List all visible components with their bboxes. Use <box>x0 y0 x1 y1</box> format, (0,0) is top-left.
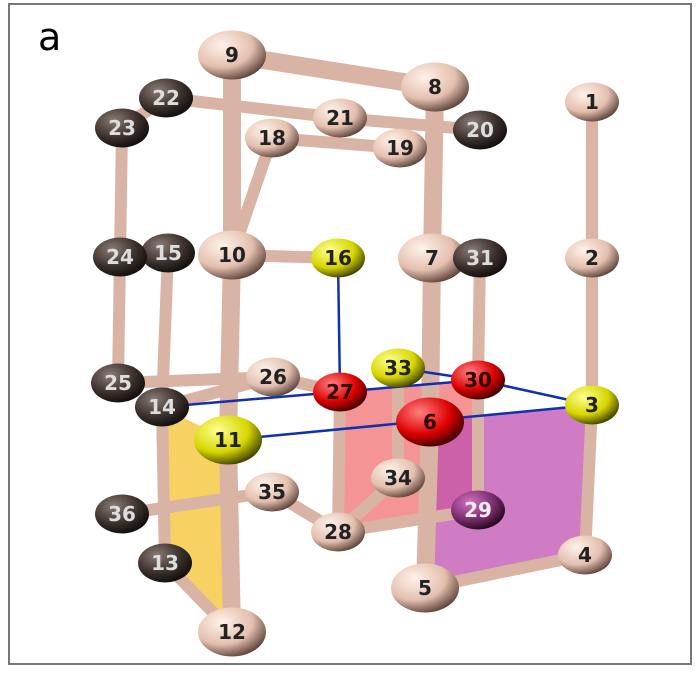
bond <box>114 122 128 263</box>
node <box>313 372 367 412</box>
node-label: 29 <box>464 498 492 522</box>
node <box>565 82 619 122</box>
node-label: 33 <box>384 356 412 380</box>
node-label: 6 <box>423 410 437 434</box>
node <box>198 30 266 80</box>
node <box>95 108 149 148</box>
magenta-face <box>425 405 592 588</box>
node-label: 23 <box>108 116 136 140</box>
node-label: 31 <box>466 246 494 270</box>
node-label: 10 <box>218 243 246 267</box>
node-label: 22 <box>152 86 180 110</box>
node <box>311 512 365 552</box>
node <box>141 233 195 273</box>
node-label: 19 <box>386 136 414 160</box>
node-label: 3 <box>585 393 599 417</box>
node <box>371 458 425 498</box>
node <box>371 348 425 388</box>
node <box>198 230 266 280</box>
node <box>451 490 505 530</box>
node-label: 9 <box>225 43 239 67</box>
node-label: 30 <box>464 368 492 392</box>
bond <box>421 249 441 431</box>
node <box>565 385 619 425</box>
node-label: 36 <box>108 502 136 526</box>
bond <box>219 431 241 641</box>
node-label: 35 <box>258 480 286 504</box>
node-label: 25 <box>104 371 132 395</box>
node-label: 7 <box>425 246 439 270</box>
bond <box>423 78 444 267</box>
node-label: 12 <box>218 620 246 644</box>
node <box>91 363 145 403</box>
bond <box>472 252 486 386</box>
node <box>198 607 266 657</box>
node <box>245 472 299 512</box>
node <box>245 118 299 158</box>
node-label: 34 <box>384 466 412 490</box>
node-label: 13 <box>151 551 179 575</box>
node-label: 21 <box>326 106 354 130</box>
node-label: 20 <box>466 118 494 142</box>
node <box>135 387 189 427</box>
node <box>313 98 367 138</box>
node <box>398 233 466 283</box>
node <box>451 360 505 400</box>
node-label: 8 <box>428 75 442 99</box>
node <box>391 563 459 613</box>
node <box>373 128 427 168</box>
node-label: 1 <box>585 90 599 114</box>
node-label: 15 <box>154 241 182 265</box>
node-label: 18 <box>258 126 286 150</box>
node-label: 24 <box>106 245 134 269</box>
bond <box>112 251 126 389</box>
node <box>558 535 612 575</box>
node-label: 28 <box>324 520 352 544</box>
node-label: 27 <box>326 380 354 404</box>
node <box>453 110 507 150</box>
node <box>565 238 619 278</box>
node-label: 14 <box>148 395 176 419</box>
node-label: 26 <box>259 365 287 389</box>
node <box>93 237 147 277</box>
node <box>95 494 149 534</box>
node-label: 11 <box>214 428 242 452</box>
node <box>453 238 507 278</box>
bond <box>219 246 241 449</box>
node <box>194 415 262 465</box>
bond <box>579 399 598 561</box>
node <box>139 78 193 118</box>
node-label: 4 <box>578 543 592 567</box>
node <box>396 397 464 447</box>
node <box>246 357 300 397</box>
node <box>138 543 192 583</box>
node-label: 5 <box>418 576 432 600</box>
panel-label: a <box>38 15 61 59</box>
node <box>401 62 469 112</box>
bond <box>160 92 346 124</box>
bond <box>223 46 444 96</box>
bond <box>156 401 171 569</box>
bond <box>332 386 346 538</box>
node <box>311 238 365 278</box>
bond <box>416 413 439 597</box>
blue-line <box>336 257 342 393</box>
node-label: 16 <box>324 246 352 270</box>
node-label: 2 <box>585 246 599 270</box>
